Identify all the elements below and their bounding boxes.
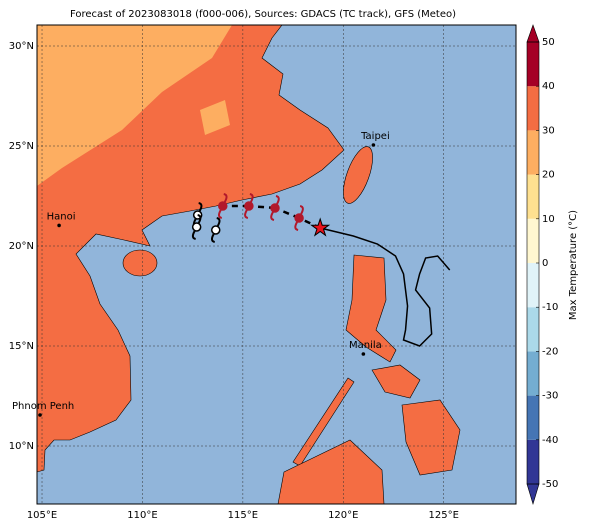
- colorbar-band: [527, 307, 539, 352]
- storm-eye: [210, 225, 221, 235]
- taiwan: [343, 146, 373, 204]
- colorbar-tick-label: 20: [542, 170, 555, 181]
- storm-eye: [294, 213, 304, 223]
- colorbar-tick-label: 30: [542, 125, 555, 136]
- lon-tick-label: 105°E: [27, 510, 57, 521]
- city-label: Taipei: [360, 131, 390, 142]
- storm-eye: [270, 203, 280, 213]
- city-dot: [361, 352, 366, 356]
- storm-eye: [191, 222, 202, 232]
- storm-arm: [270, 195, 280, 221]
- lon-tick-label: 110°E: [127, 510, 157, 521]
- lon-tick-label: 125°E: [428, 510, 458, 521]
- lon-tick-label: 120°E: [328, 510, 358, 521]
- colorbar-label: Max Temperature (°C): [568, 210, 579, 320]
- city-dot: [38, 413, 42, 417]
- colorbar-extend: [526, 24, 540, 43]
- colorbar-band: [527, 351, 539, 396]
- past-track: [320, 227, 451, 347]
- colorbar-tick-label: 0: [542, 258, 548, 269]
- colorbar-band: [527, 42, 539, 87]
- storm-eye: [244, 201, 254, 211]
- colorbar-tick-label: -20: [542, 346, 558, 357]
- colorbar-tick-label: 10: [542, 214, 555, 225]
- colorbar-extend: [526, 483, 540, 506]
- borneo: [277, 439, 385, 504]
- colorbar-band: [527, 439, 539, 484]
- lat-tick-label: 25°N: [9, 141, 34, 152]
- lat-tick-label: 10°N: [9, 441, 34, 452]
- city-dot: [57, 223, 61, 228]
- storm-arm: [244, 193, 254, 219]
- city-label: Phnom Penh: [12, 401, 74, 412]
- lat-tick-label: 20°N: [9, 241, 34, 252]
- map-frame: [36, 24, 517, 505]
- highland: [200, 100, 230, 135]
- colorbar-band: [527, 130, 539, 175]
- lat-tick-label: 15°N: [9, 341, 34, 352]
- lat-tick-label: 30°N: [9, 41, 34, 52]
- colorbar-band: [527, 395, 539, 440]
- storm-symbol: [270, 195, 280, 221]
- colorbar-band: [527, 263, 539, 308]
- colorbar-tick-label: -50: [542, 479, 558, 490]
- storm-symbol: [244, 193, 254, 219]
- storm-symbol: [210, 217, 221, 243]
- storm-symbol: [294, 205, 304, 231]
- storm-arm: [210, 217, 221, 243]
- mainland: [37, 25, 345, 473]
- current-position: [310, 217, 331, 237]
- map-area: [37, 25, 516, 504]
- hainan: [122, 249, 158, 277]
- colorbar-tick-label: -10: [542, 302, 558, 313]
- map-title: Forecast of 2023083018 (f000-006), Sourc…: [70, 9, 456, 20]
- colorbar-tick-label: -30: [542, 391, 558, 402]
- colorbar-tick-label: 40: [542, 81, 555, 92]
- storm-arm: [218, 193, 228, 219]
- visayas: [371, 364, 421, 399]
- storm-arm: [294, 205, 304, 231]
- lon-tick-label: 115°E: [228, 510, 258, 521]
- colorbar-band: [527, 174, 539, 219]
- storm-arm: [191, 214, 202, 240]
- colorbar-tick-label: -40: [542, 435, 558, 446]
- storm-symbol: [218, 193, 228, 219]
- storm-symbol: [191, 214, 202, 240]
- colorbar-tick-label: 50: [542, 37, 555, 48]
- luzon: [345, 254, 397, 363]
- colorbar-band: [527, 218, 539, 263]
- mindanao: [401, 399, 461, 476]
- storm-eye: [218, 201, 228, 211]
- city-label: Manila: [349, 340, 382, 351]
- city-dot: [371, 143, 376, 147]
- city-label: Hanoi: [47, 211, 76, 222]
- colorbar-band: [527, 86, 539, 131]
